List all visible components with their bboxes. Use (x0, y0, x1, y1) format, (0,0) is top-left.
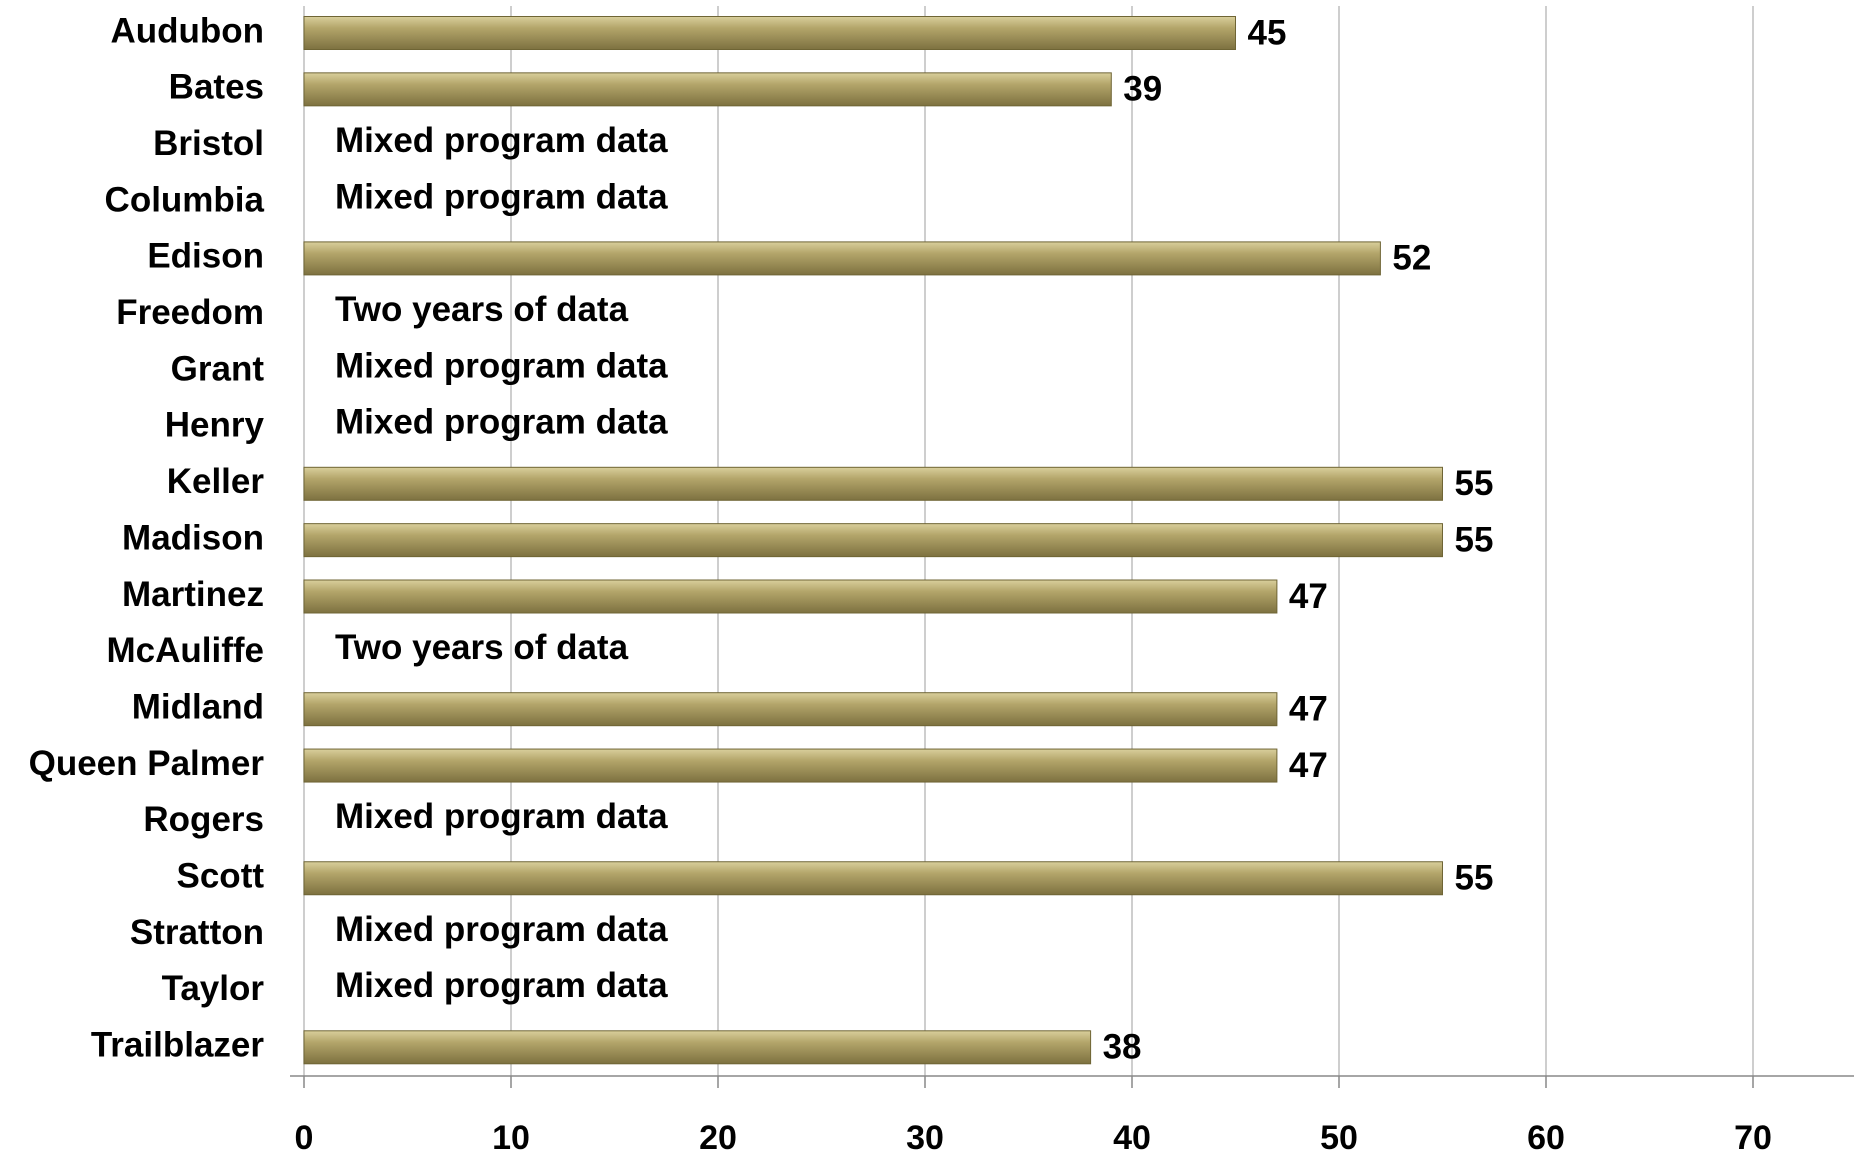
annotation: Mixed program data (335, 177, 668, 216)
y-tick-label: Stratton (130, 913, 264, 952)
x-tick-label: 60 (1527, 1119, 1565, 1157)
x-tick-label: 20 (699, 1119, 737, 1157)
y-tick-label: McAuliffe (107, 631, 265, 670)
y-tick-label: Midland (132, 687, 264, 726)
y-tick-label: Taylor (162, 969, 265, 1008)
bar (303, 241, 1381, 276)
annotation: Mixed program data (335, 403, 668, 442)
y-tick-label: Trailblazer (91, 1026, 265, 1065)
y-tick-label: Scott (177, 857, 265, 896)
annotation: Mixed program data (335, 121, 668, 160)
annotation: Mixed program data (335, 966, 668, 1005)
annotation: Two years of data (335, 628, 629, 667)
value-label: 47 (1289, 689, 1328, 728)
y-tick-label: Madison (122, 518, 264, 557)
bar (303, 16, 1236, 50)
y-tick-label: Henry (165, 406, 265, 445)
value-label: 38 (1103, 1028, 1142, 1067)
value-label: 47 (1289, 577, 1328, 616)
annotation: Mixed program data (335, 910, 668, 949)
bar (303, 72, 1112, 107)
value-label: 55 (1455, 464, 1494, 503)
y-tick-label: Audubon (110, 11, 264, 50)
y-tick-label: Martinez (122, 575, 264, 614)
y-tick-label: Bates (169, 68, 264, 107)
annotation: Mixed program data (335, 797, 668, 836)
x-tick-label: 10 (492, 1119, 530, 1157)
bar (303, 748, 1278, 783)
annotation: Mixed program data (335, 346, 668, 385)
value-label: 52 (1392, 239, 1431, 278)
y-tick-label: Rogers (143, 800, 264, 839)
y-tick-label: Queen Palmer (29, 744, 265, 783)
bar (303, 466, 1443, 501)
x-tick-label: 70 (1734, 1119, 1772, 1157)
y-tick-label: Edison (147, 237, 264, 276)
bar (303, 692, 1278, 727)
x-tick-label: 30 (906, 1119, 944, 1157)
value-label: 47 (1289, 746, 1328, 785)
bar (303, 861, 1443, 896)
value-label: 55 (1455, 859, 1494, 898)
x-tick-label: 0 (295, 1119, 314, 1157)
y-tick-label: Bristol (153, 124, 264, 163)
y-tick-label: Grant (171, 349, 265, 388)
y-tick-label: Keller (167, 462, 265, 501)
annotation: Two years of data (335, 290, 629, 329)
value-label: 45 (1248, 13, 1287, 52)
bar (303, 1030, 1092, 1065)
y-tick-label: Freedom (116, 293, 264, 332)
y-tick-label: Columbia (105, 180, 265, 219)
value-label: 39 (1123, 70, 1162, 109)
value-label: 55 (1455, 520, 1494, 559)
x-tick-label: 40 (1113, 1119, 1151, 1157)
x-tick-label: 50 (1320, 1119, 1358, 1157)
bar (303, 579, 1278, 614)
bar (303, 523, 1443, 558)
